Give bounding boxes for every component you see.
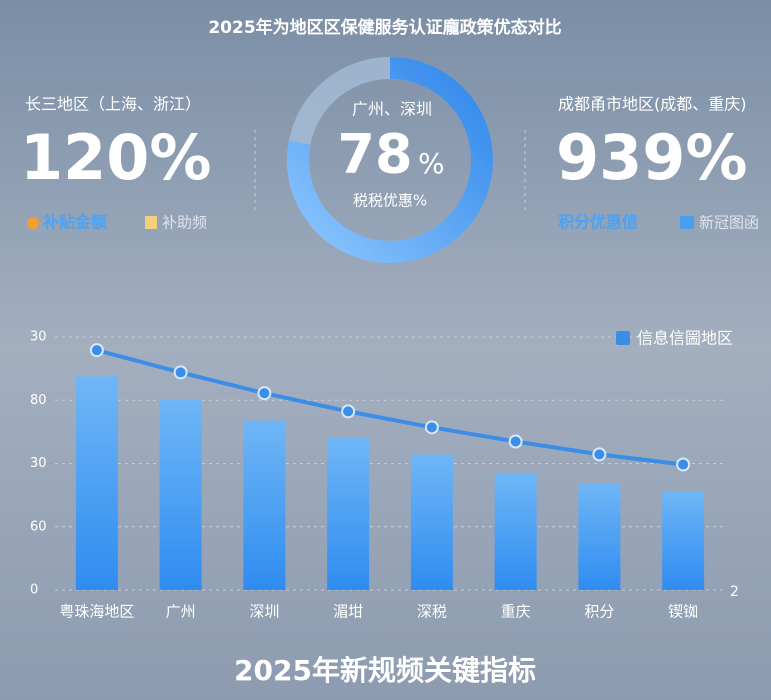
x-tick-label: 深圳: [249, 603, 279, 621]
line-point: [257, 386, 272, 401]
title: 2025年为地区区保健服务认证龐政策优态对比: [208, 17, 561, 38]
x-tick-label: 积分: [584, 603, 614, 621]
footer-title: 2025年新规频关键指标: [234, 654, 536, 687]
bar: [243, 420, 286, 590]
stat-unit: %: [418, 147, 445, 180]
y-tick-label: 60: [30, 519, 47, 534]
bar: [327, 437, 370, 590]
x-tick-label: 广州: [166, 603, 196, 621]
line-point: [341, 404, 356, 419]
stat-value: 120%: [20, 121, 212, 194]
stat-value: 939%: [556, 121, 748, 194]
bar: [159, 399, 202, 590]
y2-label: 2: [730, 584, 739, 600]
line: [96, 348, 684, 467]
stat-region: 成都甬市地区(成都、重庆): [558, 95, 747, 114]
line-point: [592, 447, 607, 462]
line-point: [508, 434, 523, 449]
y-tick-label: 80: [30, 393, 47, 408]
x-tick-label: 粤珠海地区: [59, 603, 134, 621]
legend-text: 积分优惠值: [558, 213, 638, 232]
stat-value: 78: [337, 123, 412, 186]
y-tick-label: 30: [30, 456, 47, 471]
x-tick-label: 湄坩: [333, 603, 363, 621]
legend-text: 补贴金额: [42, 213, 107, 232]
legend-dot: [27, 217, 39, 229]
stat-region: 广州、深圳: [352, 100, 432, 119]
legend-swatch: [680, 216, 694, 229]
bar: [578, 483, 621, 590]
bar: [662, 491, 705, 590]
line-point: [173, 365, 188, 380]
line-point: [424, 420, 439, 435]
stat-region: 长三地区（上海、浙江）: [25, 95, 201, 114]
bar: [75, 376, 118, 590]
legend-swatch: [616, 331, 630, 345]
bar: [494, 473, 537, 590]
legend-text: 补助频: [162, 214, 207, 232]
bar: [410, 454, 453, 590]
x-tick-label: 锲铷: [668, 603, 698, 621]
x-tick-label: 深税: [417, 603, 447, 621]
stat-caption: 税税优惠%: [353, 192, 427, 210]
y-tick-label: 30: [30, 330, 47, 345]
line-point: [676, 457, 691, 472]
legend-text: 新冠图函: [699, 214, 759, 232]
donut-arc: [287, 57, 493, 263]
legend-label: 信息信圌地区: [637, 329, 733, 348]
line-point: [89, 343, 104, 358]
x-tick-label: 重庆: [501, 603, 531, 621]
legend-swatch: [145, 216, 157, 229]
y-tick-label: 0: [30, 583, 38, 598]
